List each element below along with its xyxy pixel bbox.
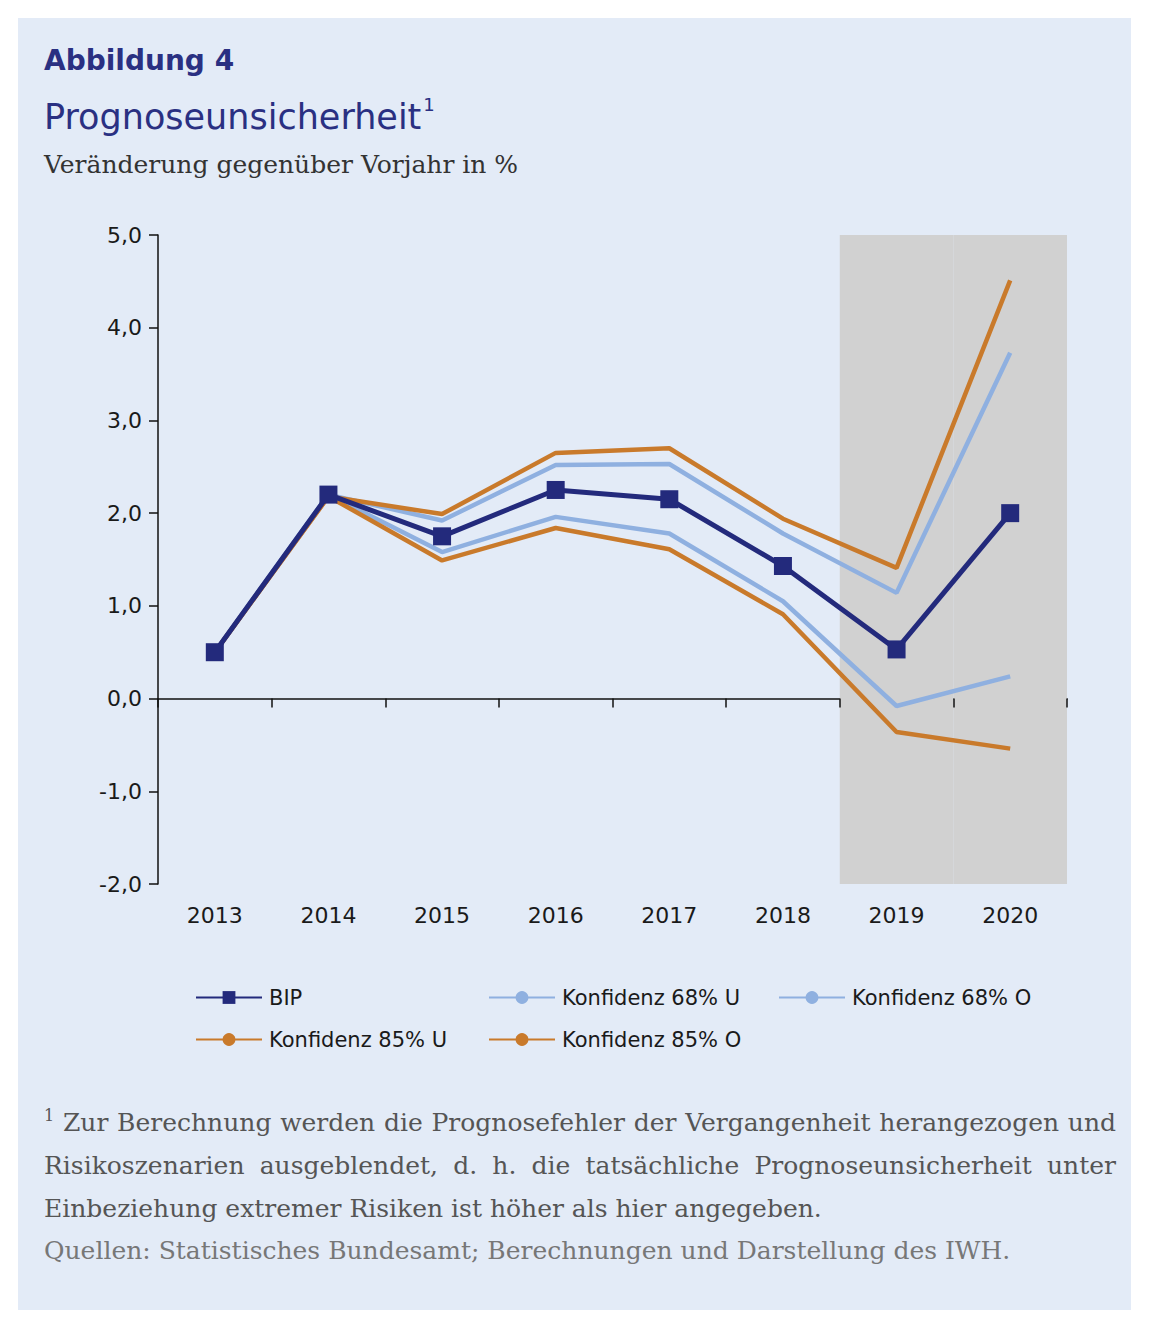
svg-text:0,0: 0,0 [107, 686, 142, 711]
svg-text:1,0: 1,0 [107, 593, 142, 618]
html-text:Abbildung 4: Abbildung 4 [44, 44, 235, 77]
svg-text:3,0: 3,0 [107, 408, 142, 433]
svg-text:2016: 2016 [528, 903, 584, 928]
svg-text:2020: 2020 [982, 903, 1038, 928]
html-text:Veränderung gegenüber Vorjahr: Veränderung gegenüber Vorjahr in % [44, 150, 519, 179]
svg-text:Konfidenz 85% O: Konfidenz 85% O [562, 1028, 741, 1052]
svg-text:-1,0: -1,0 [99, 779, 142, 804]
html-text:1 Zur Berechnung werden die Pr: 1 Zur Berechnung werden die Prognosefehl… [44, 1106, 1116, 1223]
svg-text:4,0: 4,0 [107, 315, 142, 340]
svg-text:2015: 2015 [414, 903, 470, 928]
svg-text:5,0: 5,0 [107, 223, 142, 248]
svg-text:2017: 2017 [641, 903, 697, 928]
svg-text:-2,0: -2,0 [99, 872, 142, 897]
svg-text:2019: 2019 [869, 903, 925, 928]
svg-text:BIP: BIP [269, 986, 302, 1010]
svg-text:2018: 2018 [755, 903, 811, 928]
html-text:Quellen: Statistisches Bundesa: Quellen: Statistisches Bundesamt; Berech… [44, 1236, 1011, 1265]
svg-text:2,0: 2,0 [107, 501, 142, 526]
html-text:Prognoseunsicherheit1: Prognoseunsicherheit1 [44, 94, 435, 137]
svg-text:Konfidenz 85% U: Konfidenz 85% U [269, 1028, 447, 1052]
svg-text:2014: 2014 [300, 903, 356, 928]
svg-text:2013: 2013 [187, 903, 243, 928]
svg-text:Konfidenz 68% O: Konfidenz 68% O [852, 986, 1031, 1010]
svg-text:Konfidenz 68% U: Konfidenz 68% U [562, 986, 740, 1010]
